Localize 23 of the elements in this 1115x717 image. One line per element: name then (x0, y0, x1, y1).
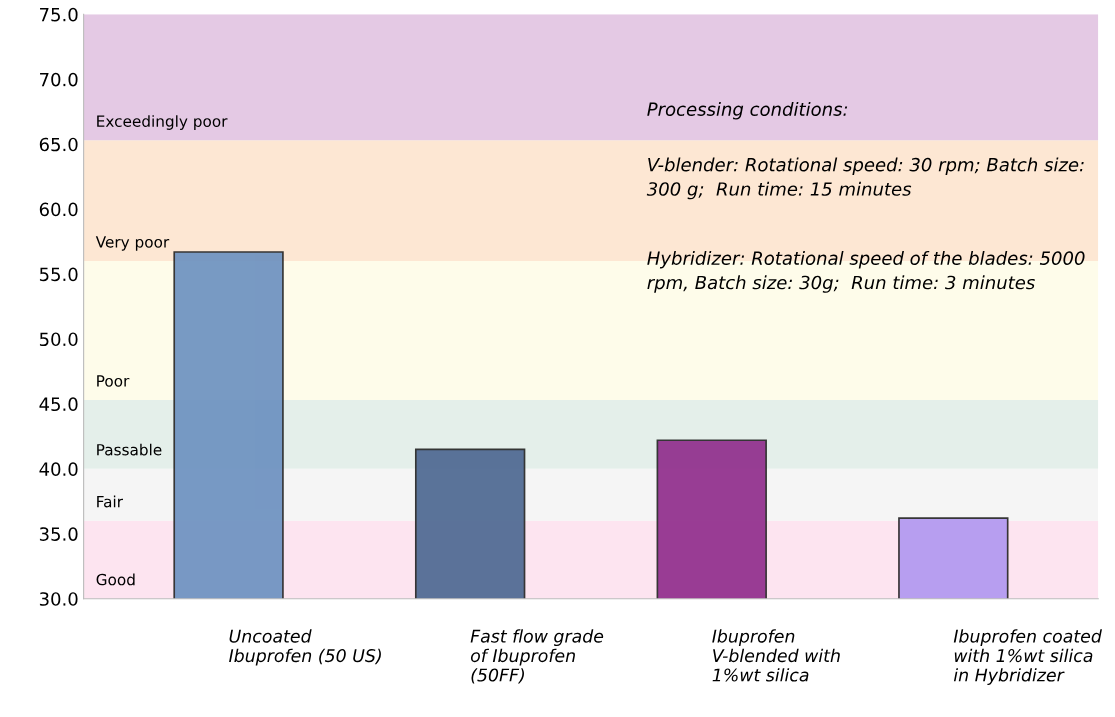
x-tick-label: Fast flow grade of Ibuprofen (50FF) (470, 629, 604, 684)
band-label: Passable (97, 443, 162, 456)
y-tick-label: 65.0 (39, 137, 78, 152)
y-tick-label: 60.0 (39, 202, 78, 217)
band-label: Good (96, 573, 135, 586)
y-tick-label: 75.0 (40, 7, 78, 22)
band-label: Very poor (95, 236, 170, 251)
annotation: Hybridizer: Rotational speed of the blades: 5000 rpm, Batch size: 30g; Run time: 3 minutes (647, 251, 1085, 293)
x-tick-label: Ibuprofen coated with 1%wt silica in Hybridizer (953, 629, 1102, 685)
y-tick-label: 40.0 (39, 462, 78, 476)
annotation: V-blender: Rotational speed: 30 rpm; Batch size: 300 g; Run time: 15 minutes (646, 157, 1084, 200)
band-label: Fair (97, 495, 123, 508)
y-tick-label: 55.0 (39, 267, 78, 282)
y-tick-label: 45.0 (39, 397, 78, 412)
x-tick-label: Ibuprofen V-blended with 1%wt silica (712, 629, 840, 682)
y-tick-label: 50.0 (39, 332, 78, 347)
band-label: Poor (97, 375, 130, 387)
y-tick-label: 35.0 (39, 527, 78, 541)
band-label: Exceedingly poor (97, 115, 228, 130)
annotation: Processing conditions: (647, 101, 848, 120)
y-tick-label: 70.0 (40, 72, 78, 87)
x-tick-label: Uncoated Ibuprofen (50 US) (229, 629, 381, 666)
y-tick-label: 30.0 (39, 592, 78, 606)
